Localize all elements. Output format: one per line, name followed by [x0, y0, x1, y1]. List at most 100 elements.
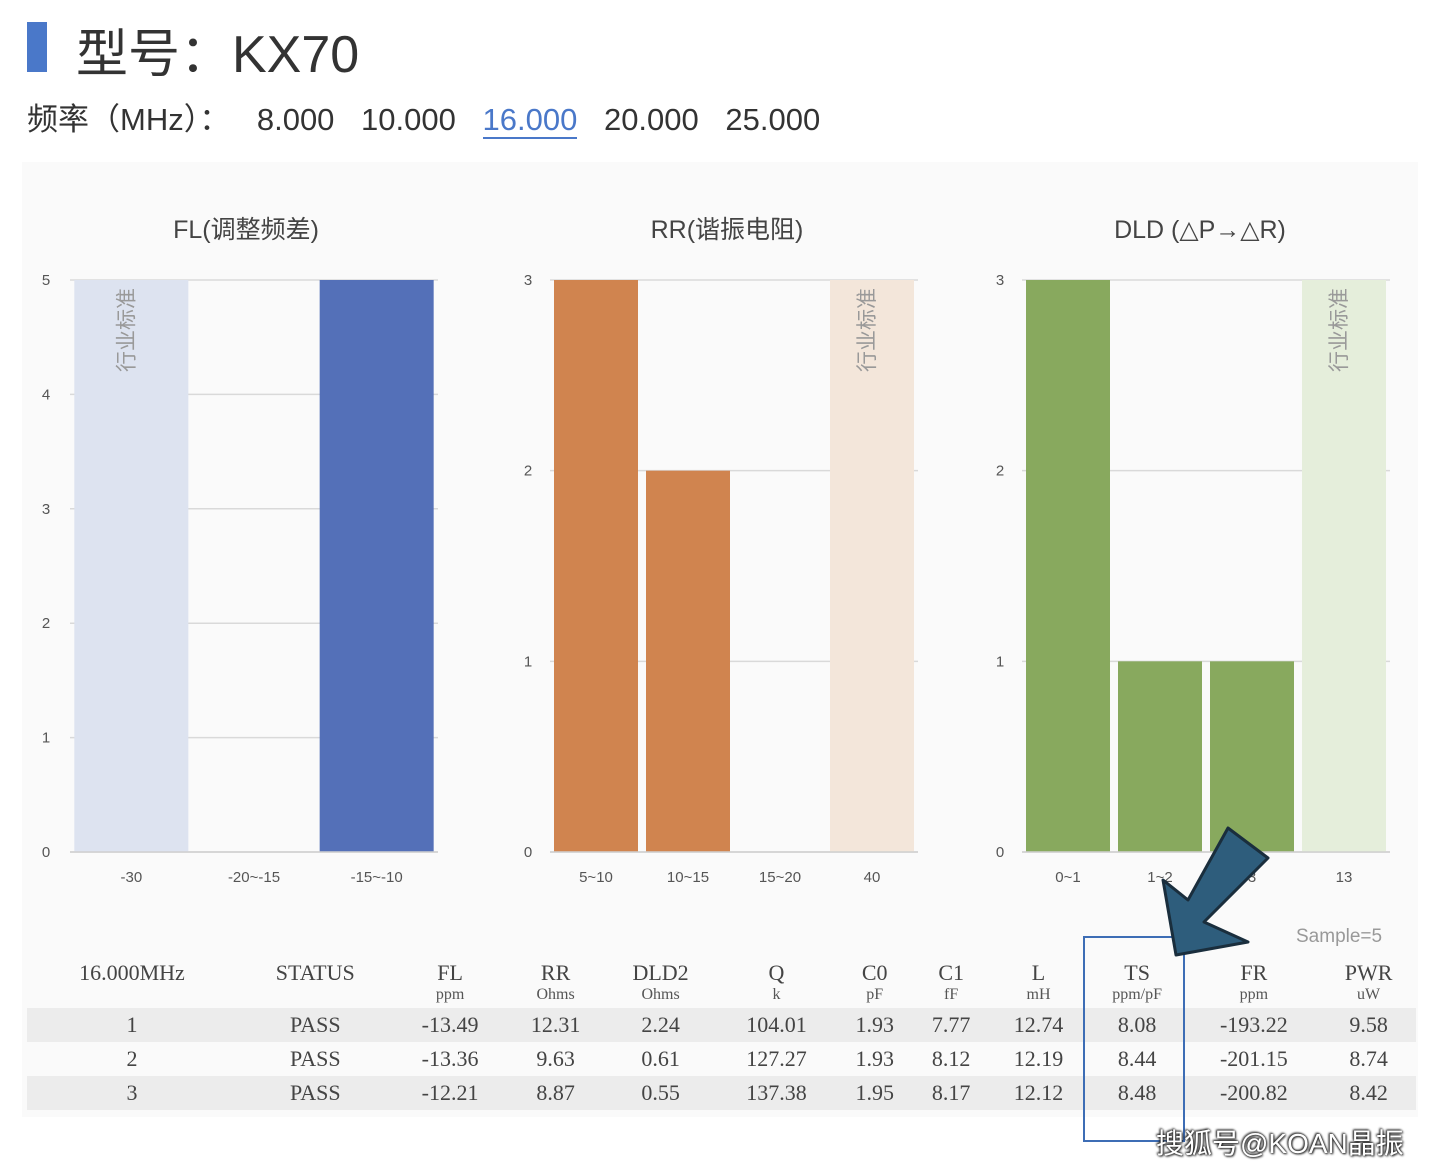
bar — [1026, 280, 1110, 852]
y-tick-label: 3 — [996, 272, 1004, 289]
y-tick-label: 2 — [996, 463, 1004, 480]
table-cell: -13.49 — [393, 1008, 507, 1042]
table-cell: 1.95 — [836, 1076, 913, 1110]
unit-cell: ppm — [1239, 986, 1269, 1003]
bar — [1118, 661, 1202, 852]
table-cell: -13.36 — [421, 1046, 479, 1071]
x-tick-label: 1~2 — [1147, 869, 1172, 886]
column-header: C0 — [861, 960, 888, 985]
standard-band — [74, 280, 189, 852]
x-tick-label: 5~10 — [579, 869, 613, 886]
y-tick-label: 4 — [42, 386, 50, 403]
chart-title: FL(调整频差) — [173, 216, 319, 244]
unit-cell: ppm/pF — [1112, 986, 1162, 1003]
frequency-label: 频率（MHz）： — [27, 102, 231, 137]
y-tick-label: 2 — [42, 615, 50, 632]
table-cell: -193.22 — [1186, 1008, 1322, 1042]
column-header: RR — [540, 960, 571, 985]
table-cell: 8.17 — [912, 1076, 990, 1110]
unit-cell: k — [772, 986, 781, 1003]
standard-band — [830, 280, 914, 852]
column-header: L — [1031, 960, 1046, 985]
title-accent-bar — [27, 22, 47, 72]
table-cell: 2.24 — [604, 1008, 717, 1042]
frequency-option[interactable]: 20.000 — [603, 102, 699, 137]
y-tick-label: 3 — [42, 501, 50, 518]
table-cell: 137.38 — [716, 1076, 837, 1110]
bar — [554, 280, 638, 852]
y-tick-label: 0 — [42, 844, 50, 861]
table-cell: 8.74 — [1349, 1046, 1388, 1071]
unit-cell: ppm — [435, 986, 465, 1003]
watermark: 搜狐号@KOAN晶振 — [1156, 1128, 1404, 1159]
bar — [646, 470, 730, 852]
unit-cell: Ohms — [536, 986, 575, 1003]
sample-count: Sample=5 — [1296, 926, 1383, 947]
table-row: 3 PASS -12.21 8.87 0.55 137.38 1.95 8.17… — [27, 1076, 1416, 1110]
unit-cell: uW — [1357, 986, 1381, 1003]
standard-label: 行业标准 — [1328, 288, 1351, 372]
column-header: Q — [768, 960, 785, 985]
column-header: TS — [1124, 960, 1150, 985]
frequency-option[interactable]: 8.000 — [256, 102, 335, 137]
frequency-option[interactable]: 10.000 — [361, 102, 456, 137]
standard-band — [1302, 280, 1386, 852]
frequency-selector: 频率（MHz）： 8.000 10.000 16.000 20.000 25.0… — [27, 94, 838, 139]
frequency-option-selected[interactable]: 16.000 — [482, 102, 578, 139]
table-cell: 12.74 — [989, 1008, 1088, 1042]
unit-cell — [27, 986, 237, 1008]
chart-title: RR(谐振电阻) — [651, 216, 804, 244]
unit-cell — [237, 986, 394, 1008]
x-tick-label: -30 — [120, 869, 142, 886]
table-cell: 127.27 — [746, 1046, 807, 1071]
standard-label: 行业标准 — [856, 288, 879, 372]
y-tick-label: 0 — [996, 844, 1004, 861]
table-cell: 1 — [27, 1008, 237, 1042]
table-cell: 8.48 — [1087, 1076, 1187, 1110]
table-cell: 8.12 — [931, 1046, 971, 1071]
bar — [1210, 661, 1294, 852]
column-header: STATUS — [275, 960, 355, 985]
table-cell: 3 — [27, 1076, 237, 1110]
unit-cell: fF — [944, 986, 959, 1003]
x-tick-label: 0~1 — [1055, 869, 1080, 886]
y-tick-label: 1 — [996, 653, 1004, 670]
table-cell: 7.77 — [912, 1008, 990, 1042]
frequency-option[interactable]: 25.000 — [725, 102, 821, 137]
y-tick-label: 2 — [524, 463, 532, 480]
chart-title: DLD (△P→△R) — [1114, 216, 1286, 244]
y-tick-label: 1 — [524, 653, 532, 670]
charts-area: FL(调整频差) 0 1 2 3 4 5 行业标准 -30 -20~-15 -15~-10 RR(谐振… — [42, 216, 1390, 886]
results-table: 16.000MHz STATUS FL RR DLD2 Q C0 C1 L TS… — [27, 952, 1416, 1110]
column-header: FL — [437, 960, 463, 985]
table-cell: PASS — [289, 1046, 341, 1071]
y-tick-label: 1 — [42, 730, 50, 747]
table-cell: -12.21 — [393, 1076, 507, 1110]
table-units-row: ppm Ohms Ohms k pF fF mH ppm/pF ppm uW — [27, 986, 1416, 1008]
table-cell: 12.19 — [1013, 1046, 1064, 1071]
table-cell: 8.42 — [1321, 1076, 1416, 1110]
table-row: 2 PASS -13.36 9.63 0.61 127.27 1.93 8.12… — [27, 1042, 1416, 1076]
y-tick-label: 0 — [524, 844, 532, 861]
table-cell: -201.15 — [1219, 1046, 1288, 1071]
table-cell: 12.12 — [989, 1076, 1088, 1110]
y-tick-label: 5 — [42, 272, 50, 289]
table-cell: 9.63 — [536, 1046, 575, 1071]
x-tick-label: 40 — [864, 869, 881, 886]
x-tick-label: 15~20 — [759, 869, 801, 886]
table-cell: 1.93 — [855, 1046, 894, 1071]
unit-cell: mH — [1026, 986, 1051, 1003]
column-header: DLD2 — [632, 960, 689, 985]
page-title: 型号：KX70 — [76, 26, 360, 84]
table-cell: 8.87 — [506, 1076, 605, 1110]
x-tick-label: 3 — [1248, 869, 1256, 886]
table-cell: 8.08 — [1087, 1008, 1187, 1042]
column-header: PWR — [1344, 960, 1393, 985]
table-cell: 9.58 — [1321, 1008, 1416, 1042]
table-cell: 104.01 — [716, 1008, 837, 1042]
table-cell: PASS — [236, 1008, 394, 1042]
y-tick-label: 3 — [524, 272, 532, 289]
column-header: C1 — [938, 960, 964, 985]
table-row: 1 PASS -13.49 12.31 2.24 104.01 1.93 7.7… — [27, 1008, 1416, 1042]
x-tick-label: -15~-10 — [351, 869, 403, 886]
